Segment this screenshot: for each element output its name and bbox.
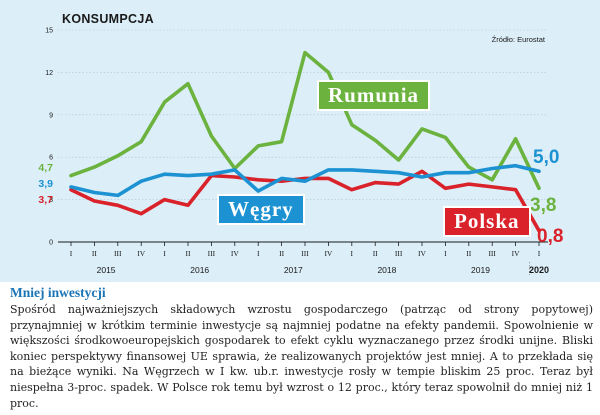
quarter-label: IV bbox=[137, 249, 145, 258]
start-value-rumunia: 4,7 bbox=[38, 162, 53, 174]
quarter-label: I bbox=[351, 249, 354, 258]
year-label: 2020 bbox=[529, 265, 549, 275]
quarter-label: I bbox=[257, 249, 260, 258]
series-line-polska bbox=[69, 169, 541, 233]
quarter-label: IV bbox=[418, 249, 426, 258]
year-label: 2017 bbox=[284, 265, 303, 275]
y-tick-label: 15 bbox=[45, 28, 53, 35]
year-label: 2019 bbox=[471, 265, 490, 275]
end-value-wegry: 5,0 bbox=[533, 147, 559, 168]
chart-source: Źródło: Eurostat bbox=[492, 35, 546, 44]
y-tick-label: 3 bbox=[49, 197, 53, 204]
quarter-label: II bbox=[466, 249, 471, 258]
quarter-label: II bbox=[373, 249, 378, 258]
quarter-label: III bbox=[208, 249, 216, 258]
start-value-polska: 3,7 bbox=[38, 194, 53, 206]
quarter-label: III bbox=[488, 249, 496, 258]
y-tick-label: 12 bbox=[45, 70, 53, 77]
chart-title: KONSUMPCJA bbox=[62, 12, 154, 26]
chart-panel: KONSUMPCJA Źródło: Eurostat 0 3 6 9 12 15 I II… bbox=[0, 0, 600, 282]
year-label: 2015 bbox=[97, 265, 116, 275]
quarter-label: II bbox=[186, 249, 191, 258]
series-line-wegry bbox=[69, 163, 541, 198]
y-tick-label: 9 bbox=[49, 112, 53, 119]
end-value-rumunia: 3,8 bbox=[530, 195, 556, 216]
quarter-label: II bbox=[92, 249, 97, 258]
legend-rumunia: Rumunia bbox=[317, 80, 431, 111]
legend-wegry: Węgry bbox=[217, 194, 305, 225]
year-label: 2018 bbox=[377, 265, 396, 275]
article-heading: Mniej inwestycji bbox=[10, 285, 106, 300]
quarter-label: IV bbox=[231, 249, 239, 258]
quarter-label: III bbox=[395, 249, 403, 258]
quarter-label: II bbox=[279, 249, 284, 258]
quarter-label: I bbox=[70, 249, 73, 258]
quarter-label: I bbox=[538, 249, 541, 258]
quarter-label: IV bbox=[512, 249, 520, 258]
quarter-label: III bbox=[301, 249, 309, 258]
article: Mniej inwestycji Spośród najważniejszych… bbox=[10, 284, 596, 414]
quarter-label: I bbox=[163, 249, 166, 258]
end-value-polska: 0,8 bbox=[537, 226, 563, 247]
series-line-rumunia bbox=[69, 50, 541, 191]
start-value-wegry: 3,9 bbox=[38, 178, 53, 190]
quarter-label: III bbox=[114, 249, 122, 258]
year-label: 2016 bbox=[190, 265, 209, 275]
y-tick-label: 0 bbox=[49, 240, 53, 247]
quarter-label: IV bbox=[324, 249, 332, 258]
article-body: Spośród najważniejszych składowych wzros… bbox=[10, 303, 593, 410]
quarter-label: I bbox=[444, 249, 447, 258]
y-tick-label: 6 bbox=[49, 155, 53, 162]
legend-polska: Polska bbox=[443, 206, 531, 237]
